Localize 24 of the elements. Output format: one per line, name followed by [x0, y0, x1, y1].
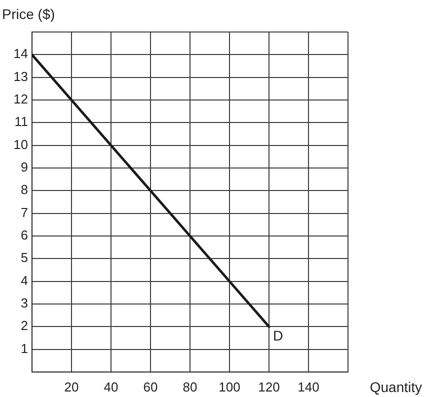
x-tick-label: 40	[104, 379, 118, 394]
y-tick-label: 9	[20, 160, 28, 175]
y-tick-label: 8	[20, 182, 28, 198]
x-tick-label: 60	[143, 379, 158, 394]
y-tick-label: 3	[20, 296, 28, 311]
y-tick-label: 10	[14, 136, 28, 152]
annotation: D	[273, 328, 284, 344]
y-tick-label: 6	[20, 228, 28, 243]
x-tick-label: 100	[218, 379, 240, 394]
y-tick-label: 2	[20, 318, 28, 334]
y-tick-label: 12	[14, 92, 28, 107]
y-tick-label: 13	[14, 68, 28, 84]
x-tick-label: 120	[258, 379, 280, 394]
y-tick-label: 7	[20, 204, 28, 220]
y-tick-label: 4	[20, 272, 28, 288]
x-tick-label: 80	[182, 379, 198, 394]
x-axis-title: Quantity	[370, 378, 422, 395]
y-tick-label: 14	[14, 46, 28, 62]
x-tick-label: 20	[64, 379, 79, 394]
y-tick-label: 1	[20, 340, 28, 356]
y-tick-label: 5	[20, 250, 28, 266]
x-tick-label: 140	[298, 379, 320, 394]
y-tick-label: 11	[14, 114, 28, 130]
y-axis-title: Price ($)	[2, 6, 55, 22]
